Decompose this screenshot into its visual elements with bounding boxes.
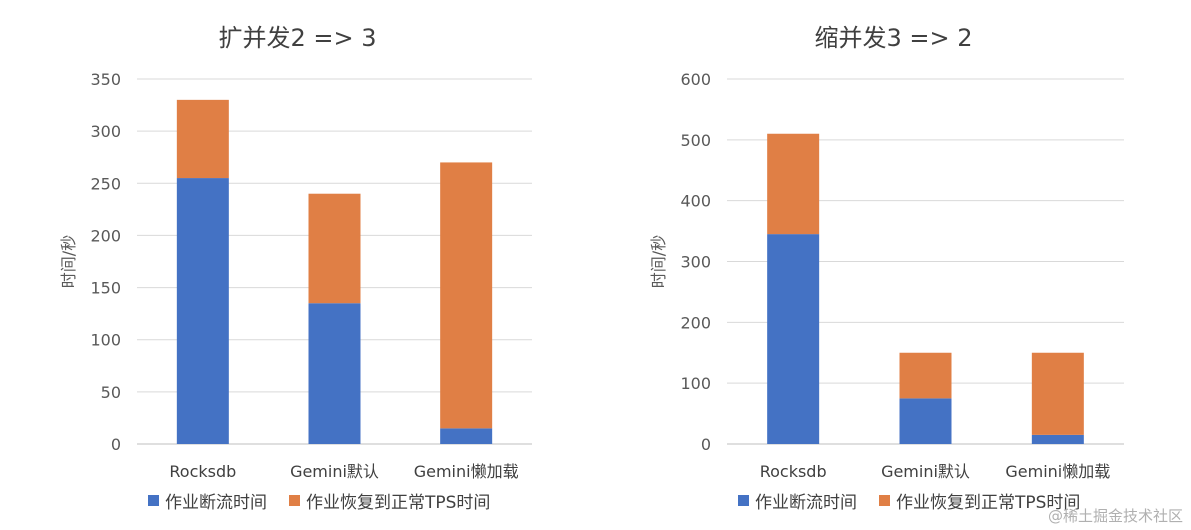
legend-label: 作业恢复到正常TPS时间 [306, 493, 491, 513]
x-tick-label: Gemini默认 [881, 462, 970, 480]
y-tick-label: 50 [101, 383, 121, 402]
bar-segment-interruption [1031, 434, 1084, 444]
bar-segment-interruption [899, 398, 952, 444]
x-tick-label: Rocksdb [760, 462, 827, 480]
legend-swatch-blue [148, 495, 159, 506]
bar-segment-interruption [308, 303, 361, 444]
bar-segment-recovery [767, 133, 820, 235]
y-tick-label: 100 [680, 374, 711, 393]
y-tick-label: 350 [90, 70, 121, 89]
chart-panel-shrink: 缩并发3 => 2 0 100 200 300 400 500 600 时间/秒 Rocksdb… [596, 0, 1191, 530]
legend-item-series-0: 作业断流时间 [738, 488, 857, 513]
y-tick-label: 300 [680, 253, 711, 272]
chart-legend: 作业断流时间 作业恢复到正常TPS时间 [738, 488, 1102, 513]
y-tick-label: 200 [90, 226, 121, 245]
chart-plot-area: 0 100 200 300 400 500 600 时间/秒 Rocksdb Gemini默认 Ge… [649, 70, 1124, 480]
y-tick-label: 400 [680, 192, 711, 211]
chart-panel-expand: 扩并发2 => 3 0 50 100 150 200 250 300 350 时间/秒 Rocks… [0, 0, 595, 530]
legend-swatch-blue [738, 495, 749, 506]
bar-segment-interruption [767, 234, 820, 444]
bar-segment-recovery [440, 162, 493, 429]
legend-swatch-orange [289, 495, 300, 506]
y-tick-label: 250 [90, 174, 121, 193]
y-tick-label: 0 [111, 435, 121, 454]
x-tick-label: Gemini懒加载 [1005, 462, 1110, 480]
x-tick-label: Gemini默认 [290, 462, 379, 480]
legend-label: 作业恢复到正常TPS时间 [896, 493, 1081, 513]
legend-label: 作业断流时间 [165, 493, 267, 513]
y-axis-label: 时间/秒 [59, 235, 78, 288]
chart-title: 缩并发3 => 2 [814, 24, 973, 52]
bar-segment-recovery [899, 352, 952, 399]
x-tick-label: Gemini懒加载 [414, 462, 519, 480]
legend-item-series-1: 作业恢复到正常TPS时间 [289, 488, 490, 513]
y-axis-label: 时间/秒 [649, 235, 668, 288]
legend-label: 作业断流时间 [755, 493, 857, 513]
x-tick-label: Rocksdb [169, 462, 236, 480]
bar-segment-recovery [1031, 352, 1084, 435]
y-tick-label: 150 [90, 279, 121, 298]
chart-plot-area: 0 50 100 150 200 250 300 350 时间/秒 Rocksdb Gemini默认… [59, 70, 532, 480]
y-tick-label: 0 [701, 435, 711, 454]
legend-item-series-0: 作业断流时间 [148, 488, 267, 513]
legend-item-series-1: 作业恢复到正常TPS时间 [879, 488, 1080, 513]
y-tick-label: 200 [680, 313, 711, 332]
chart-legend: 作业断流时间 作业恢复到正常TPS时间 [148, 488, 512, 513]
legend-swatch-orange [879, 495, 890, 506]
y-tick-label: 600 [680, 70, 711, 89]
chart-title: 扩并发2 => 3 [218, 24, 377, 52]
bar-segment-recovery [176, 99, 229, 179]
y-tick-label: 300 [90, 122, 121, 141]
bar-segment-interruption [176, 178, 229, 445]
bar-segment-recovery [308, 193, 361, 304]
y-tick-label: 100 [90, 331, 121, 350]
bar-segment-interruption [440, 428, 493, 444]
watermark: @稀土掘金技术社区 [1047, 507, 1183, 525]
y-tick-label: 500 [680, 131, 711, 150]
